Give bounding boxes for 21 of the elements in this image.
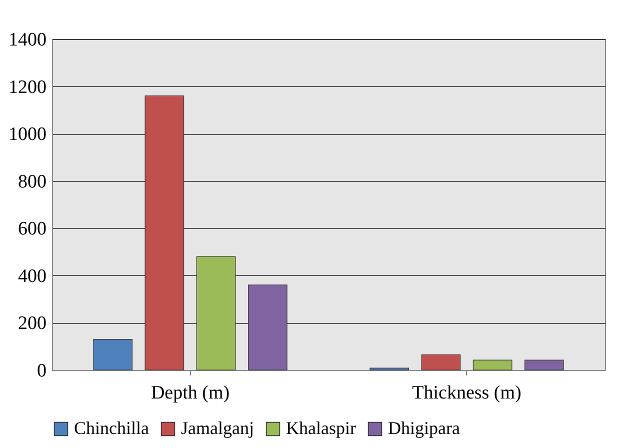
x-tick-label: Depth (m) <box>150 382 230 404</box>
bar <box>472 360 512 370</box>
bar <box>196 256 236 370</box>
y-tick-label: 1400 <box>8 30 46 50</box>
bar <box>524 360 564 370</box>
legend-label: Khalaspir <box>286 418 356 438</box>
y-tick-label: 0 <box>37 360 46 382</box>
x-tick-label: Thickness (m) <box>412 382 522 404</box>
y-tick-label: 1000 <box>8 124 46 146</box>
bar <box>93 338 132 370</box>
y-tick-label: 400 <box>18 266 46 287</box>
y-tick-label: 1200 <box>8 76 46 98</box>
bar <box>248 284 288 370</box>
legend-label: Jamalganj <box>181 418 254 438</box>
y-tick-label: 600 <box>18 218 46 240</box>
bar <box>421 354 461 370</box>
y-tick-label: 800 <box>18 171 46 192</box>
bar <box>144 95 184 370</box>
legend-label: Dhigipara <box>388 418 460 438</box>
legend-label: Chinchilla <box>74 418 149 438</box>
y-tick-label: 200 <box>18 313 46 334</box>
